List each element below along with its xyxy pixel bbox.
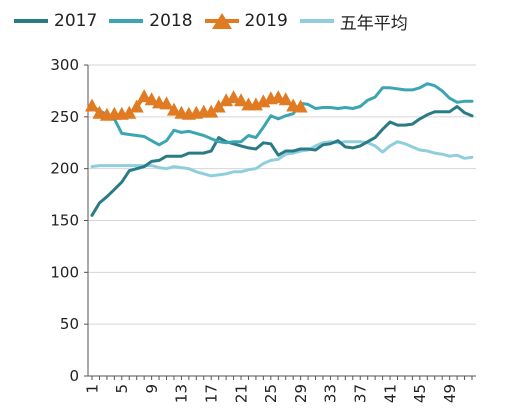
x-tick-label: 45 [411, 384, 429, 403]
x-tick-label: 37 [351, 384, 369, 403]
legend-item: 2017 [14, 11, 97, 31]
legend-item: 2019 [204, 11, 288, 31]
y-tick-label: 50 [60, 315, 79, 333]
series-2-point [211, 99, 226, 113]
series-2-point [159, 96, 174, 110]
series-2-point [85, 98, 99, 112]
legend-swatch [14, 13, 48, 29]
series-2-point [204, 104, 219, 118]
x-tick-label: 49 [441, 384, 459, 403]
y-tick-label: 150 [50, 212, 79, 230]
series-1-line [90, 82, 474, 147]
legend-label: 2018 [149, 11, 193, 31]
legend-item: 2018 [109, 11, 193, 31]
x-tick-label: 29 [292, 384, 310, 403]
x-tick-label: 21 [232, 384, 250, 403]
series-2-point [234, 93, 249, 107]
legend-label: 2019 [244, 11, 288, 31]
y-tick-label: 200 [50, 160, 79, 178]
legend-label: 五年平均 [339, 13, 408, 34]
x-tick-label: 25 [262, 384, 280, 403]
series-2-point [144, 92, 159, 106]
x-tick-label: 5 [113, 384, 131, 394]
y-tick-label: 250 [50, 108, 79, 126]
x-tick-label: 41 [381, 384, 399, 403]
chart-legend: 2017 2018 2019 五年平均 [14, 6, 408, 36]
series-2-point [129, 99, 144, 113]
series-2-point [122, 105, 137, 119]
x-tick-label: 13 [173, 384, 191, 403]
series-2-point [278, 92, 293, 106]
y-tick-label: 100 [50, 263, 79, 281]
x-tick-label: 9 [143, 384, 161, 394]
legend-swatch [299, 13, 334, 29]
series-0-line [90, 105, 474, 217]
y-tick-label: 300 [50, 56, 79, 74]
legend-item: 五年平均 [299, 9, 408, 34]
series-2-point [166, 102, 181, 116]
legend-swatch [204, 13, 239, 29]
series-2-point [137, 89, 152, 103]
x-tick-label: 1 [83, 384, 101, 394]
series-2-point [226, 90, 241, 104]
y-tick-label: 0 [69, 367, 79, 385]
series-3-line [90, 140, 474, 178]
x-tick-label: 33 [322, 384, 340, 403]
legend-label: 2017 [54, 11, 98, 31]
series-2-point [293, 99, 308, 113]
x-tick-label: 17 [202, 384, 220, 403]
legend-swatch [109, 13, 144, 29]
